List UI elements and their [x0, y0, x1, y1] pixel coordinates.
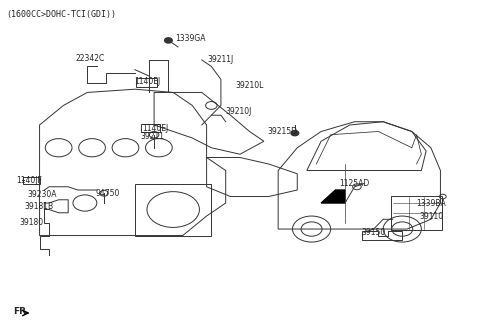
Text: 1339GA: 1339GA — [176, 34, 206, 43]
Text: FR.: FR. — [13, 307, 30, 317]
Text: 39211: 39211 — [141, 132, 165, 141]
Text: 39110: 39110 — [419, 212, 443, 220]
Text: 1140JF: 1140JF — [16, 176, 42, 185]
Polygon shape — [321, 190, 345, 203]
Text: 1140EJ: 1140EJ — [142, 124, 168, 133]
Text: 1140EJ: 1140EJ — [134, 76, 160, 86]
Text: 39215D: 39215D — [268, 127, 298, 136]
Text: 1125AD: 1125AD — [339, 179, 370, 188]
Text: 39230A: 39230A — [28, 190, 57, 199]
Circle shape — [291, 131, 299, 136]
Text: 94750: 94750 — [96, 189, 120, 198]
Circle shape — [165, 38, 172, 43]
Text: 39211J: 39211J — [207, 55, 234, 64]
Text: 39210J: 39210J — [226, 108, 252, 116]
Text: 22342C: 22342C — [75, 54, 105, 63]
Text: (1600CC>DOHC-TCI(GDI)): (1600CC>DOHC-TCI(GDI)) — [6, 10, 116, 18]
Text: 39181B: 39181B — [24, 202, 53, 211]
Text: 39150: 39150 — [362, 228, 386, 237]
Text: 1339BA: 1339BA — [417, 198, 446, 208]
Text: 39210L: 39210L — [235, 81, 264, 91]
Text: 39180: 39180 — [20, 218, 44, 227]
